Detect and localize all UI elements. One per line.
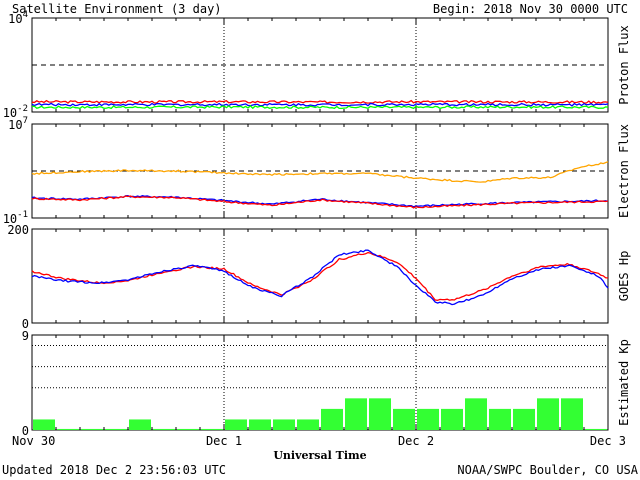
- y-tick-label: 0: [22, 317, 29, 331]
- proton-flux-series-blue: [31, 102, 609, 107]
- proton-flux-ylabel: Proton Flux: [617, 25, 631, 104]
- y-tick-label: 107: [8, 116, 28, 132]
- kp-bar: [81, 428, 103, 430]
- kp-bar: [177, 428, 199, 430]
- kp-bar: [369, 398, 391, 430]
- kp-bar: [225, 419, 247, 430]
- kp-bar: [513, 408, 535, 430]
- kp-bar: [105, 428, 127, 430]
- x-tick-label: Dec 2: [398, 434, 434, 448]
- kp-bar: [561, 398, 583, 430]
- y-tick-label: 104: [8, 10, 28, 26]
- proton-flux-panel: 104 10-2 Proton Flux: [3, 10, 631, 120]
- kp-bar: [153, 428, 175, 430]
- kp-bar: [537, 398, 559, 430]
- y-tick-label: 10-1: [3, 210, 28, 226]
- panels: 104 10-2 Proton Flux 107 10-1 Electron Flux 20…: [3, 10, 631, 438]
- kp-bar: [441, 408, 463, 430]
- x-axis-label: Universal Time: [273, 449, 366, 462]
- kp-bar: [297, 419, 319, 430]
- estimated-kp-panel: 9 0 Estimated Kp: [22, 329, 631, 438]
- kp-bar: [465, 398, 487, 430]
- kp-bar: [489, 408, 511, 430]
- proton-flux-series-green: [31, 105, 609, 110]
- kp-bar: [585, 428, 607, 430]
- x-axis: Nov 30 Dec 1 Dec 2 Dec 3: [12, 434, 626, 448]
- begin-time: Begin: 2018 Nov 30 0000 UTC: [433, 2, 628, 16]
- electron-flux-series-orange: [31, 161, 609, 183]
- goes-hp-series-blue: [31, 249, 609, 306]
- kp-bar: [321, 408, 343, 430]
- x-tick-label: Dec 3: [590, 434, 626, 448]
- kp-bar: [201, 428, 223, 430]
- y-tick-label: 200: [7, 223, 29, 237]
- kp-bar: [345, 398, 367, 430]
- x-tick-label: Nov 30: [12, 434, 55, 448]
- credit-text: NOAA/SWPC Boulder, CO USA: [457, 463, 638, 477]
- estimated-kp-ylabel: Estimated Kp: [617, 339, 631, 426]
- kp-bar: [417, 408, 439, 430]
- updated-timestamp: Updated 2018 Dec 2 23:56:03 UTC: [2, 463, 226, 477]
- kp-bar: [273, 419, 295, 430]
- proton-flux-series-red: [31, 99, 609, 105]
- goes-hp-ylabel: GOES Hp: [617, 251, 631, 302]
- y-tick-label: 0: [22, 424, 29, 438]
- electron-flux-panel: 107 10-1 Electron Flux: [3, 116, 631, 226]
- goes-hp-panel: 200 0 GOES Hp: [7, 223, 631, 331]
- chart-title: Satellite Environment (3 day): [12, 2, 222, 16]
- electron-flux-series-red: [31, 195, 609, 209]
- electron-flux-ylabel: Electron Flux: [617, 124, 631, 218]
- kp-bar: [57, 428, 79, 430]
- kp-bar: [33, 419, 55, 430]
- kp-bar: [393, 408, 415, 430]
- x-tick-label: Dec 1: [206, 434, 242, 448]
- kp-bar: [129, 419, 151, 430]
- y-tick-label: 10-2: [3, 104, 28, 120]
- y-tick-label: 9: [22, 329, 29, 343]
- electron-flux-series-blue: [31, 195, 609, 208]
- kp-bar: [249, 419, 271, 430]
